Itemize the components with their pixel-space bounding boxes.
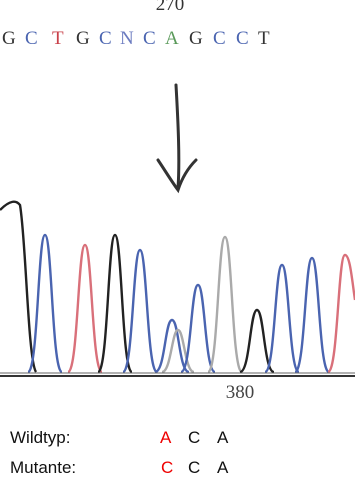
base: C — [213, 28, 226, 49]
row-base: A — [160, 428, 172, 447]
row-base: C — [161, 458, 173, 477]
axis-label: 380 — [226, 382, 255, 403]
row-base: C — [188, 428, 200, 447]
base: G — [2, 28, 16, 49]
row-label: Wildtyp: — [10, 428, 70, 447]
base: T — [52, 28, 64, 49]
row-label: Mutante: — [10, 458, 76, 477]
base: G — [76, 28, 90, 49]
base: C — [236, 28, 249, 49]
figure: 270 G C T G C N C A G C C T 380 Wildtyp:… — [0, 0, 355, 486]
row-base: A — [217, 428, 229, 447]
base: C — [99, 28, 112, 49]
base: T — [258, 28, 270, 49]
row-base: C — [188, 458, 200, 477]
base: G — [189, 28, 203, 49]
base: A — [165, 28, 179, 49]
base: C — [143, 28, 156, 49]
base: C — [25, 28, 38, 49]
position-label: 270 — [156, 0, 185, 15]
base: N — [120, 28, 134, 49]
row-base: A — [217, 458, 229, 477]
background — [0, 0, 355, 486]
